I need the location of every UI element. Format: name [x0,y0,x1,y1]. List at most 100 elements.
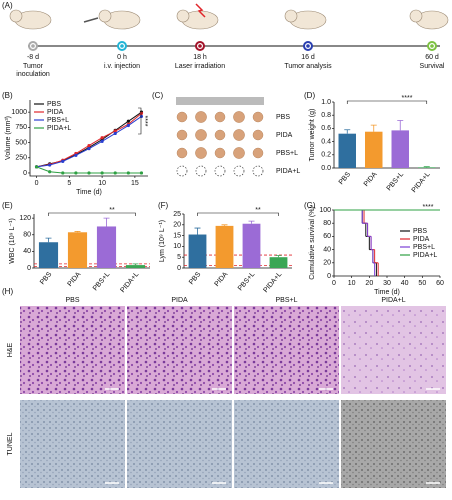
x-tick-label: PBS [338,171,353,186]
y-axis-label: Lym (10⁹ L⁻¹) [159,220,166,262]
x-tick-label: PIDA+L [262,271,283,294]
x-tick-label: 0 [35,180,39,187]
bar [125,265,146,268]
ruler [176,97,264,105]
significance: **** [423,204,434,211]
point [100,171,104,175]
panel-label: (B) [2,91,13,100]
legend-label: PBS [413,228,427,235]
y-tick-label: 20 [173,222,181,229]
y-tick-label: 0.8 [321,112,331,119]
error-bar [397,120,404,131]
y-tick-label: 100 [319,207,331,214]
x-tick-label: PIDA [67,271,83,288]
bar [269,257,288,268]
bar [391,130,409,168]
timeline-time: 60 d [425,54,439,61]
error-bar [275,255,282,258]
y-tick-label: 20 [323,260,331,267]
histology-image [20,400,125,488]
x-tick-label: PIDA [214,271,230,288]
histology-image [341,306,446,394]
y-tick-label: 0 [327,273,331,280]
histology-column: PIDA [171,297,188,304]
panel-label: (G) [304,201,316,210]
bar [418,167,436,168]
y-axis-label: Tumor weight (g) [309,109,316,162]
histology-image [234,306,339,394]
x-tick-label: PBS+L [386,171,406,192]
point [48,163,52,167]
point [139,171,144,175]
y-tick-label: 1000 [11,109,27,116]
error-bar [248,220,255,224]
bar [338,133,356,168]
y-tick-label: 0 [23,170,27,177]
point [100,139,104,143]
legend-label: PIDA [47,109,64,116]
point [113,129,117,133]
x-tick-label: PBS+L [237,271,257,292]
bar [188,234,207,268]
tumor-empty [195,165,207,177]
y-tick-label: 40 [323,246,331,253]
tumor [233,147,245,159]
y-tick-label: 0 [27,265,31,272]
x-axis-label: Time (d) [76,189,102,196]
point [126,119,130,123]
histology-image [20,306,125,394]
point [48,170,52,174]
timeline-time: -8 d [27,54,39,61]
legend-label: PBS [47,101,61,108]
legend-label: PIDA+L [47,125,71,132]
axis [29,100,148,177]
point [61,159,65,164]
error-bar [103,217,110,227]
tumor [252,129,264,141]
x-tick-label: PIDA [363,171,379,188]
bar [242,223,261,268]
tumor-empty [252,165,264,177]
timeline-dot-core [198,44,202,48]
error-bar [194,227,201,235]
x-tick-label: 60 [436,280,444,287]
sig-bracket [346,100,428,104]
x-tick-label: PIDA+L [411,171,432,194]
timeline-event: Tumor analysis [284,63,332,70]
sig-bracket [197,212,279,216]
timeline-event: inoculation [16,71,50,78]
tumor [233,111,245,123]
tumor [195,111,207,123]
timeline-time: 18 h [193,54,207,61]
point [74,153,78,157]
legend-label: PBS+L [413,244,435,251]
y-axis-label: Volume (mm³) [5,116,12,160]
y-tick-label: 10 [173,243,181,250]
legend-label: PIDA+L [413,252,437,259]
point [87,147,91,151]
x-tick-label: 10 [98,180,106,187]
legend-label: PIDA [413,236,430,243]
tumor [195,147,207,159]
point [139,114,144,119]
x-tick-label: 40 [401,280,409,287]
point [87,144,91,148]
tumor-empty [214,165,226,177]
error-bar [344,129,351,134]
x-tick-label: 20 [365,280,373,287]
y-tick-label: 25 [173,211,181,218]
tumor [214,129,226,141]
histology-column: PBS+L [276,297,298,304]
y-tick-label: 60 [323,233,331,240]
error-bar [74,231,81,233]
significance: **** [141,116,148,127]
tumor [214,111,226,123]
bar [67,232,88,268]
y-tick-label: 0.4 [321,138,331,145]
legend-label: PBS+L [47,117,69,124]
timeline-dot-core [31,44,35,48]
photo-label: PBS+L [276,150,298,157]
point [126,123,130,128]
y-tick-label: 0 [177,265,181,272]
x-tick-label: PBS [39,271,54,286]
